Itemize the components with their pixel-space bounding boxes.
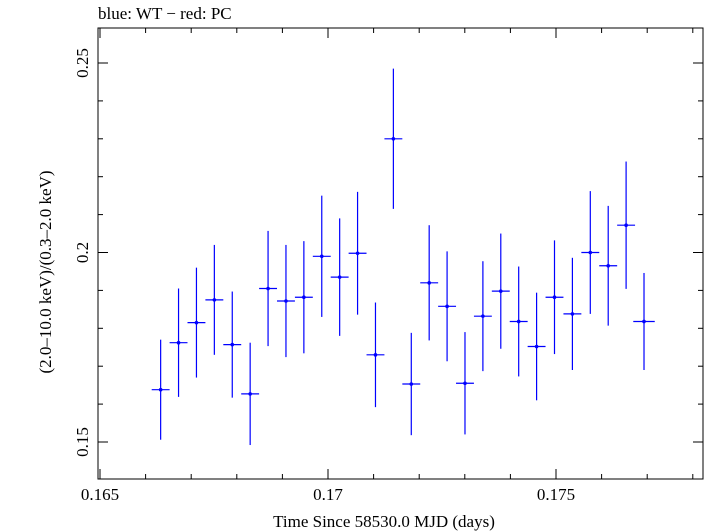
data-point <box>456 332 474 435</box>
data-point <box>599 205 618 326</box>
data-point <box>633 272 655 370</box>
point-marker <box>194 320 199 325</box>
data-points-layer <box>151 68 655 446</box>
y-tick-label: 0.15 <box>73 427 92 457</box>
point-marker <box>391 137 396 141</box>
point-marker <box>516 319 521 324</box>
data-point <box>294 241 313 354</box>
data-point <box>438 251 457 362</box>
x-tick-label: 0.175 <box>537 485 575 504</box>
x-tick-label: 0.17 <box>313 485 343 504</box>
data-point <box>384 68 403 209</box>
data-point <box>581 191 600 314</box>
data-point <box>545 240 564 355</box>
point-marker <box>570 312 575 316</box>
point-marker <box>588 250 593 255</box>
point-marker <box>427 281 431 285</box>
y-tick-label: 0.2 <box>73 242 92 263</box>
data-point <box>527 292 546 401</box>
point-marker <box>373 353 378 357</box>
data-point <box>312 195 331 317</box>
data-point <box>241 342 260 446</box>
data-point <box>169 288 188 397</box>
chart-title: blue: WT − red: PC <box>98 4 232 23</box>
point-marker <box>409 382 414 386</box>
y-tick-label: 0.25 <box>73 48 92 78</box>
data-point <box>151 339 170 440</box>
data-point <box>205 244 224 355</box>
data-point <box>491 233 510 349</box>
data-point <box>366 302 385 408</box>
point-marker <box>463 381 467 386</box>
point-marker <box>642 319 646 324</box>
point-marker <box>552 295 557 300</box>
x-tick-label: 0.165 <box>81 485 119 504</box>
data-point <box>187 267 206 378</box>
point-marker <box>302 295 306 300</box>
point-marker <box>606 263 611 268</box>
point-marker <box>355 251 360 256</box>
data-point <box>259 230 278 347</box>
point-marker <box>230 342 235 347</box>
point-marker <box>248 392 252 396</box>
point-marker <box>445 304 449 309</box>
point-marker <box>212 298 217 302</box>
data-point <box>420 225 439 341</box>
point-marker <box>284 299 288 303</box>
data-point <box>348 191 367 315</box>
point-marker <box>158 387 163 392</box>
point-marker <box>176 340 181 345</box>
data-point <box>473 261 492 372</box>
data-point <box>563 257 582 370</box>
axis-ticks-layer: 0.165 0.17 0.175 0.15 0.2 0.25 <box>73 28 703 504</box>
data-point <box>330 218 349 336</box>
data-point <box>223 291 242 398</box>
data-point <box>402 332 421 436</box>
point-marker <box>337 275 342 279</box>
point-marker <box>498 289 503 293</box>
plot-frame-layer <box>97 27 704 480</box>
point-marker <box>319 254 324 259</box>
plot-frame <box>97 27 704 480</box>
data-point <box>617 161 636 289</box>
x-axis-label: Time Since 58530.0 MJD (days) <box>273 512 495 531</box>
point-marker <box>481 314 485 318</box>
point-marker <box>624 223 628 228</box>
point-marker <box>266 286 270 291</box>
point-marker <box>534 344 539 349</box>
data-point <box>277 244 295 358</box>
data-point <box>509 266 528 377</box>
y-axis-label: (2.0–10.0 keV)/(0.3–2.0 keV) <box>36 170 55 373</box>
